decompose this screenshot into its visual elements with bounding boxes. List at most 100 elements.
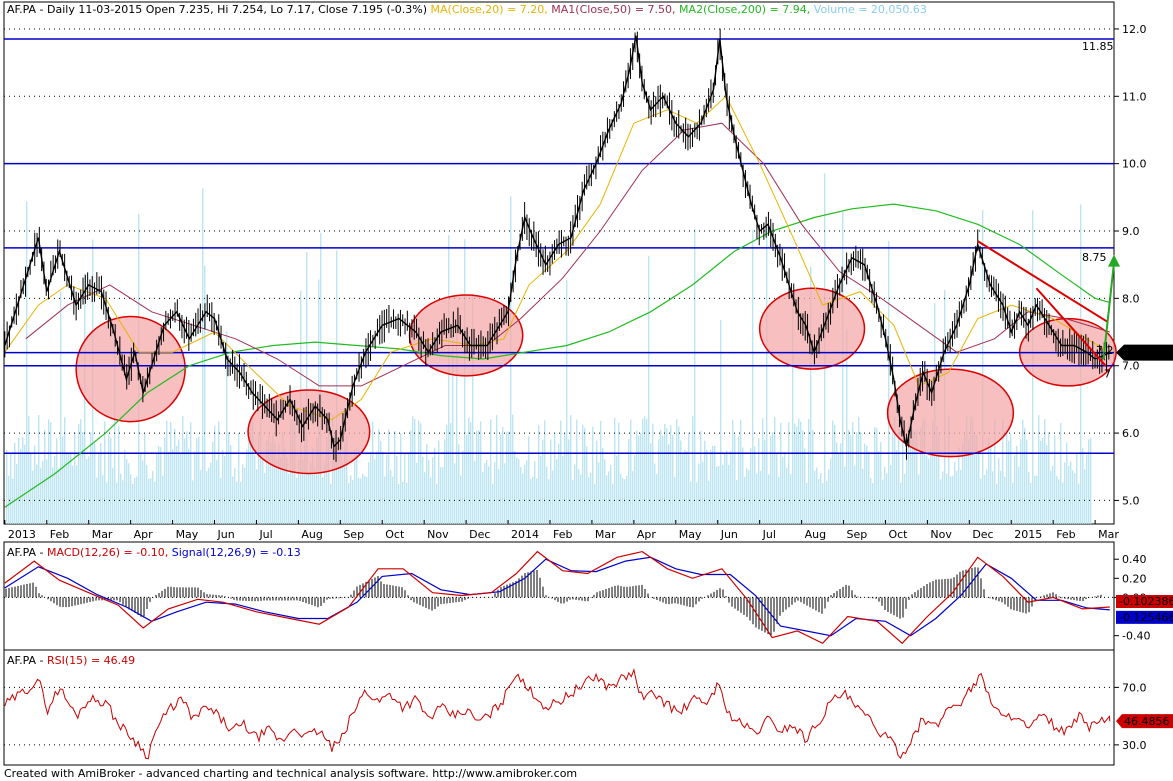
rsi-tick-label: 70.0 xyxy=(1122,681,1147,694)
volume-bar xyxy=(110,437,112,524)
rsi-pane xyxy=(3,649,1115,766)
volume-bar xyxy=(920,428,922,524)
macd-header-prefix: AF.PA - xyxy=(7,546,47,559)
volume-bar xyxy=(366,476,368,524)
volume-bar xyxy=(120,473,122,524)
price-line xyxy=(4,35,1111,448)
volume-bar xyxy=(444,439,446,524)
volume-bar xyxy=(414,418,416,524)
volume-bar xyxy=(568,439,570,524)
volume-bar xyxy=(386,454,388,524)
volume-bar xyxy=(1060,422,1062,524)
volume-bar xyxy=(596,440,598,524)
macd-tick-label: 0.20 xyxy=(1122,572,1147,585)
volume-bar xyxy=(818,479,820,524)
volume-bar xyxy=(786,468,788,524)
volume-bar xyxy=(182,415,184,524)
volume-bar xyxy=(554,434,556,524)
volume-bar xyxy=(610,465,612,524)
volume-bar xyxy=(672,434,674,524)
volume-bar xyxy=(572,479,574,524)
volume-bar xyxy=(534,461,536,524)
volume-bar xyxy=(538,425,540,524)
volume-bar xyxy=(696,482,698,524)
highlight-ellipse xyxy=(758,287,866,370)
volume-bar xyxy=(1046,445,1048,524)
volume-bar xyxy=(590,472,592,524)
volume-bar xyxy=(238,433,240,524)
volume-bar xyxy=(730,450,732,524)
volume-bar xyxy=(536,478,538,524)
volume-bar xyxy=(592,426,594,524)
volume-bar xyxy=(1008,440,1010,524)
volume-bar xyxy=(682,452,684,524)
volume-bar xyxy=(200,469,202,524)
volume-bar xyxy=(306,252,308,524)
volume-bar xyxy=(864,443,866,524)
volume-bar xyxy=(886,473,888,524)
volume-bar xyxy=(198,436,200,524)
volume-bar xyxy=(230,445,232,524)
signal-last-tag-text: -0.125466 xyxy=(1119,611,1173,624)
volume-bar xyxy=(194,451,196,524)
level-label: 7 xyxy=(1104,368,1111,381)
volume-bar xyxy=(740,419,742,524)
volume-bar xyxy=(646,418,648,524)
volume-bar xyxy=(148,478,150,524)
volume-bar xyxy=(296,477,298,524)
volume-bar xyxy=(750,448,752,524)
volume-bar xyxy=(654,463,656,524)
volume-bar xyxy=(180,453,182,524)
volume-bar xyxy=(700,431,702,524)
volume-bar xyxy=(1044,419,1046,524)
volume-bar xyxy=(734,434,736,524)
volume-bar xyxy=(418,420,420,524)
volume-bar xyxy=(526,460,528,524)
volume-bar xyxy=(630,419,632,524)
volume-bar xyxy=(586,446,588,524)
volume-bar xyxy=(362,473,364,524)
volume-bar xyxy=(128,463,130,524)
volume-bar xyxy=(252,417,254,524)
volume-bar xyxy=(260,416,262,524)
volume-bar xyxy=(680,440,682,524)
volume-bar xyxy=(698,463,700,524)
volume-bar xyxy=(854,465,856,524)
price-header: AF.PA - Daily 11-03-2015 Open 7.235, Hi … xyxy=(7,3,927,16)
volume-bar xyxy=(796,426,798,524)
volume-bar xyxy=(442,467,444,524)
volume-bar xyxy=(894,416,896,524)
volume-bar xyxy=(136,476,138,524)
volume-bar xyxy=(390,469,392,524)
volume-bar xyxy=(900,482,902,524)
volume-bar xyxy=(1036,475,1038,524)
volume-bar xyxy=(44,429,46,524)
volume-bar xyxy=(528,435,530,524)
volume-bar xyxy=(360,478,362,524)
volume-bar xyxy=(470,422,472,524)
volume-bar xyxy=(716,466,718,524)
volume-bar xyxy=(308,473,310,524)
volume-bar xyxy=(150,478,152,524)
volume-bar xyxy=(1002,419,1004,524)
volume-bar xyxy=(472,293,474,524)
volume-bar xyxy=(1090,437,1092,524)
last-price-tag-text: 7.195 xyxy=(1126,347,1158,360)
volume-bar xyxy=(1006,429,1008,524)
volume-bar xyxy=(74,431,76,524)
volume-bar xyxy=(118,425,120,524)
volume-bar xyxy=(514,451,516,524)
volume-bar xyxy=(758,438,760,524)
volume-bar xyxy=(642,418,644,524)
volume-bar xyxy=(512,414,514,524)
volume-bar xyxy=(24,444,26,524)
signal-header-name: Signal(12,26,9) = -0.13 xyxy=(172,546,301,559)
header-ma20: MA(Close,20) = 7.20, xyxy=(431,3,552,16)
volume-bar xyxy=(614,417,616,524)
volume-bar xyxy=(62,436,64,524)
volume-bar xyxy=(562,456,564,524)
volume-bar xyxy=(354,449,356,524)
volume-bar xyxy=(344,442,346,524)
volume-bar xyxy=(14,442,16,524)
volume-bar xyxy=(606,475,608,524)
